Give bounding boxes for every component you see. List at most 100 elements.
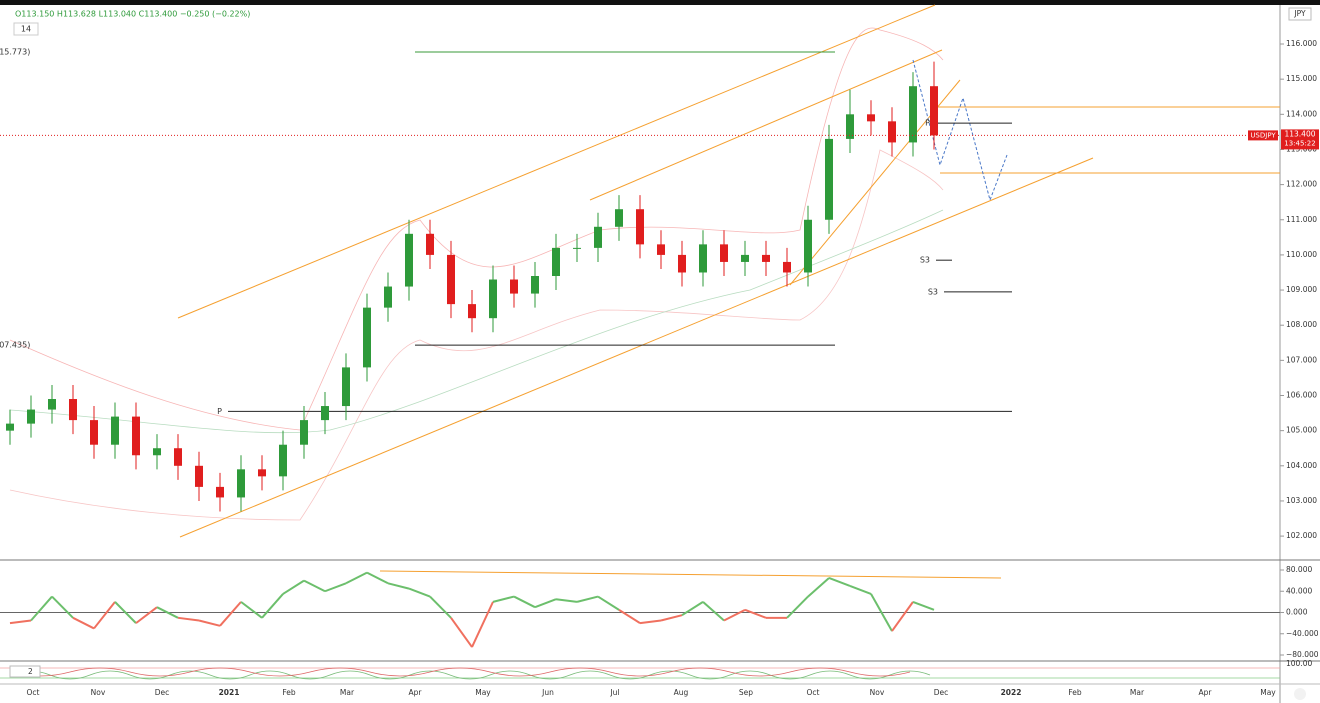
y-tick-label: 103.000 [1286,496,1317,505]
settings-button[interactable] [1294,688,1306,700]
y-tick-label: 116.000 [1286,39,1317,48]
x-tick-label: Mar [1130,688,1145,697]
level-label: S3 [928,287,938,296]
y-tick-label: −40.000 [1286,629,1319,638]
oscillator-segment [450,617,473,648]
candle-body [447,254,455,305]
candle-body [825,138,833,220]
y-tick-label: 107.000 [1286,355,1317,364]
currency[interactable]: JPY [1293,9,1306,18]
level-label: S3 [920,256,930,265]
oscillator-segment [870,593,893,632]
forecast-path [912,59,1008,202]
candle-body [615,209,623,227]
x-tick-label: Nov [870,688,885,697]
oscillator-segment [345,571,368,585]
symbol-label: USDJPY [1250,131,1276,139]
oscillator-segment [723,608,746,622]
oscillator-segment [219,601,242,627]
sub-pane-label: 2 [28,667,33,676]
x-tick-label: Apr [409,688,423,697]
candle-body [426,233,434,255]
ohlc-readout: O113.150 H113.628 L113.040 C113.400 −0.2… [15,10,250,19]
candle-body [6,423,14,431]
sub-pane-tick: 100.00 [1286,659,1312,668]
oscillator-segment [912,600,935,611]
candle-body [405,233,413,287]
channel-line [589,49,943,201]
x-tick-label: Dec [934,688,949,697]
candle-body [657,244,665,255]
y-tick-label: 104.000 [1286,461,1317,470]
oscillator-segment [555,598,578,603]
candle-body [363,307,371,368]
countdown: 13:45:22 [1284,139,1315,147]
oscillator-segment [702,601,725,622]
oscillator-segment [72,616,95,630]
x-tick-label: May [475,688,491,697]
candle-body [69,399,77,421]
oscillator-segment [282,579,305,595]
oscillator-segment [513,595,536,609]
x-tick-label: Jun [541,688,554,697]
x-tick-label: Feb [282,688,296,697]
x-tick-label: May [1260,688,1276,697]
channel-line [177,4,936,319]
x-tick-label: Oct [807,688,820,697]
level-label: (115.773) [0,47,30,56]
x-tick-label: Feb [1068,688,1082,697]
oscillator-segment [660,614,683,622]
candle-body [468,304,476,319]
oscillator-segment [849,585,872,595]
candle-body [216,486,224,498]
level-label: (107.435) [0,341,30,350]
x-tick-label: Jul [609,688,619,697]
y-tick-label: 110.000 [1286,250,1317,259]
x-tick-label: Nov [91,688,106,697]
interval[interactable]: 14 [21,25,31,34]
candle-body [531,275,539,294]
x-tick-label: Oct [27,688,40,697]
oscillator-segment [51,595,74,619]
candle-body [888,121,896,143]
band-lower [9,149,944,521]
x-tick-label: Mar [340,688,355,697]
candle-body [258,469,266,477]
oscillator-segment [9,619,32,625]
sub-line [9,667,911,677]
candle-body [678,254,686,273]
price-label: 113.400 [1284,129,1315,138]
oscillator-segment [891,601,914,632]
x-tick-label: 2021 [219,688,240,697]
candle-body [867,114,875,122]
y-tick-label: 115.000 [1286,74,1317,83]
interval-box[interactable] [13,22,39,36]
candle-body [321,406,329,421]
oscillator-segment [387,582,410,590]
y-tick-label: 109.000 [1286,285,1317,294]
oscillator-trendline [379,570,1002,579]
candle-body [342,367,350,407]
candle-body [174,448,182,466]
oscillator-segment [303,579,326,593]
oscillator-segment [366,571,389,585]
oscillator-segment [156,606,179,619]
y-tick-label: 112.000 [1286,180,1317,189]
currency-box[interactable] [1288,7,1312,21]
candle-body [48,399,56,410]
oscillator-segment [618,609,641,624]
y-tick-label: 106.000 [1286,391,1317,400]
y-tick-label: 0.000 [1286,608,1308,617]
candle-body [153,448,161,456]
y-tick-label: 114.000 [1286,109,1317,118]
candle-body [720,244,728,262]
candle-body [846,114,854,139]
y-tick-label: 102.000 [1286,531,1317,540]
candle-body [804,219,812,273]
x-tick-label: Aug [674,688,689,697]
y-tick-label: 40.000 [1286,586,1312,595]
candle-body [90,420,98,445]
candle-body [132,416,140,456]
candle-body [636,209,644,245]
x-tick-label: Apr [1199,688,1213,697]
